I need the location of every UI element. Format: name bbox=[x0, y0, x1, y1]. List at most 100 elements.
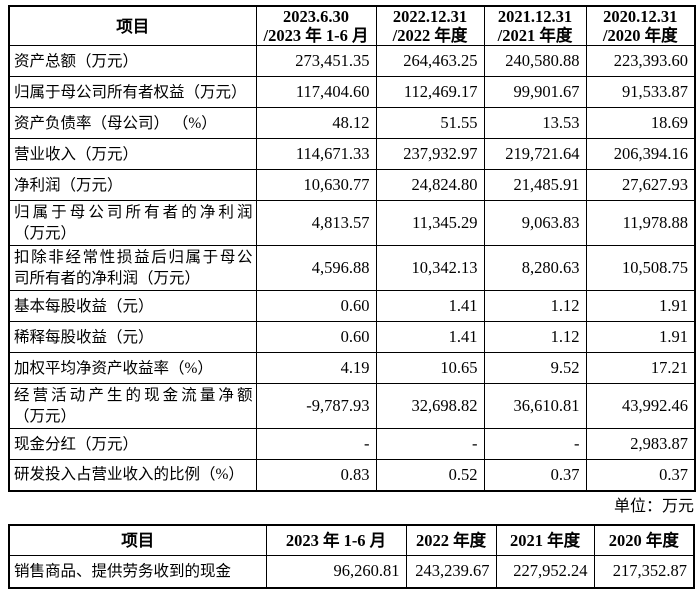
unit-label: 单位：万元 bbox=[613, 498, 694, 515]
row-label-line: 归属于母公司所有者的净利润 bbox=[14, 204, 253, 221]
table-row: 销售商品、提供劳务收到的现金 96,260.81 243,239.67 227,952… bbox=[8, 554, 695, 589]
value-cell: - bbox=[483, 428, 587, 460]
table-header-cell: 项目 bbox=[8, 5, 257, 46]
table-row: 研发投入占营业收入的比例（%） 0.83 0.52 0.37 0.37 bbox=[8, 459, 696, 491]
value-cell: 112,469.17 bbox=[375, 76, 485, 108]
table-row: 基本每股收益（元） 0.60 1.41 1.12 1.91 bbox=[8, 290, 696, 322]
table-row: 营业收入（万元） 114,671.33 237,932.97 219,721.64 20… bbox=[8, 138, 696, 170]
row-label: 归属于母公司所有者权益（万元） bbox=[8, 76, 257, 108]
value-cell: 96,260.81 bbox=[265, 554, 407, 589]
value-cell: 114,671.33 bbox=[255, 138, 377, 170]
table-row: 净利润（万元） 10,630.77 24,824.80 21,485.91 27,627… bbox=[8, 169, 696, 201]
value-cell: 1.41 bbox=[375, 321, 485, 353]
value-cell: 243,239.67 bbox=[405, 554, 497, 589]
value-cell: 206,394.16 bbox=[585, 138, 696, 170]
row-label-line: 扣除非经常性损益后归属于母公 bbox=[14, 249, 253, 266]
value-cell: 4,596.88 bbox=[255, 245, 377, 291]
value-cell: 2,983.87 bbox=[585, 428, 696, 460]
table-row: 归属于母公司所有者的净利润 （万元） 4,813.57 11,345.29 9,063.… bbox=[8, 200, 696, 246]
value-cell: 0.52 bbox=[375, 459, 485, 491]
value-cell: 4.19 bbox=[255, 352, 377, 384]
row-label: 资产总额（万元） bbox=[8, 45, 257, 77]
cashflow-table: 项目 2023 年 1-6 月 2022 年度 2021 年度 2020 年度 销售商品、… bbox=[8, 524, 695, 589]
row-label: 归属于母公司所有者的净利润 （万元） bbox=[8, 200, 257, 246]
value-cell: 237,932.97 bbox=[375, 138, 485, 170]
table-header-cell: 2021 年度 bbox=[495, 524, 595, 556]
value-cell: 27,627.93 bbox=[585, 169, 696, 201]
row-label-line: 营业收入（万元） bbox=[14, 145, 139, 163]
row-label: 稀释每股收益（元） bbox=[8, 321, 257, 353]
table-row: 稀释每股收益（元） 0.60 1.41 1.12 1.91 bbox=[8, 321, 696, 353]
table-row: 扣除非经常性损益后归属于母公 司所有者的净利润（万元） 4,596.88 10,342… bbox=[8, 245, 696, 291]
value-cell: 21,485.91 bbox=[483, 169, 587, 201]
header-line: 2022 年度 bbox=[415, 530, 487, 550]
header-line: 项目 bbox=[116, 16, 150, 36]
value-cell: 32,698.82 bbox=[375, 383, 485, 429]
header-line: 2023.6.30 bbox=[283, 7, 349, 26]
header-line: /2020 年度 bbox=[602, 26, 678, 45]
table-row: 加权平均净资产收益率（%） 4.19 10.65 9.52 17.21 bbox=[8, 352, 696, 384]
value-cell: 0.83 bbox=[255, 459, 377, 491]
row-label: 基本每股收益（元） bbox=[8, 290, 257, 322]
value-cell: 223,393.60 bbox=[585, 45, 696, 77]
value-cell: 8,280.63 bbox=[483, 245, 587, 291]
value-cell: 0.60 bbox=[255, 290, 377, 322]
header-line: 2022.12.31 bbox=[392, 7, 468, 26]
value-cell: 10.65 bbox=[375, 352, 485, 384]
value-cell: 10,342.13 bbox=[375, 245, 485, 291]
value-cell: - bbox=[375, 428, 485, 460]
header-line: 2020.12.31 bbox=[603, 7, 678, 26]
value-cell: 11,345.29 bbox=[375, 200, 485, 246]
header-line: 2020 年度 bbox=[608, 530, 679, 550]
value-cell: -9,787.93 bbox=[255, 383, 377, 429]
table-header-row: 项目 2023 年 1-6 月 2022 年度 2021 年度 2020 年度 bbox=[8, 524, 695, 556]
value-cell: 273,451.35 bbox=[255, 45, 377, 77]
value-cell: 1.41 bbox=[375, 290, 485, 322]
row-label: 加权平均净资产收益率（%） bbox=[8, 352, 257, 384]
row-label: 研发投入占营业收入的比例（%） bbox=[8, 459, 257, 491]
key-financials-table: 项目 2023.6.30/2023 年 1-6 月 2022.12.31/2022 … bbox=[8, 5, 696, 492]
table-row: 资产总额（万元） 273,451.35 264,463.25 240,580.88 22… bbox=[8, 45, 696, 77]
value-cell: 9.52 bbox=[483, 352, 587, 384]
row-label-line: 研发投入占营业收入的比例（%） bbox=[14, 466, 244, 484]
row-label: 现金分红（万元） bbox=[8, 428, 257, 460]
table-row: 经营活动产生的现金流量净额 （万元） -9,787.93 32,698.82 36,61… bbox=[8, 383, 696, 429]
row-label: 销售商品、提供劳务收到的现金 bbox=[8, 554, 267, 589]
row-label-line: （万元） bbox=[14, 408, 77, 425]
value-cell: 0.60 bbox=[255, 321, 377, 353]
row-label-line: 基本每股收益（元） bbox=[14, 297, 154, 315]
row-label-line: 归属于母公司所有者权益（万元） bbox=[14, 83, 247, 101]
header-line: 2021 年度 bbox=[509, 530, 581, 550]
header-line: 2021.12.31 bbox=[497, 7, 573, 26]
value-cell: 13.53 bbox=[483, 107, 587, 139]
value-cell: 0.37 bbox=[483, 459, 587, 491]
value-cell: 227,952.24 bbox=[495, 554, 595, 589]
value-cell: 51.55 bbox=[375, 107, 485, 139]
table-header-cell: 2022 年度 bbox=[405, 524, 497, 556]
row-label-line: 资产负债率（母公司） （%） bbox=[14, 114, 217, 132]
table-header-cell: 2023.6.30/2023 年 1-6 月 bbox=[255, 5, 377, 46]
value-cell: 1.91 bbox=[585, 321, 696, 353]
value-cell: 36,610.81 bbox=[483, 383, 587, 429]
value-cell: 91,533.87 bbox=[585, 76, 696, 108]
value-cell: 10,630.77 bbox=[255, 169, 377, 201]
value-cell: 1.12 bbox=[483, 290, 587, 322]
row-label-line: 净利润（万元） bbox=[14, 176, 123, 194]
value-cell: 9,063.83 bbox=[483, 200, 587, 246]
table-header-cell: 2021.12.31/2021 年度 bbox=[483, 5, 587, 46]
row-label: 扣除非经常性损益后归属于母公 司所有者的净利润（万元） bbox=[8, 245, 257, 291]
value-cell: 0.37 bbox=[585, 459, 696, 491]
row-label-line: 司所有者的净利润（万元） bbox=[14, 270, 201, 287]
value-cell: 24,824.80 bbox=[375, 169, 485, 201]
value-cell: 1.12 bbox=[483, 321, 587, 353]
value-cell: 48.12 bbox=[255, 107, 377, 139]
row-label-line: 加权平均净资产收益率（%） bbox=[14, 359, 213, 377]
table-header-row: 项目 2023.6.30/2023 年 1-6 月 2022.12.31/2022 … bbox=[8, 5, 696, 46]
row-label-line: 销售商品、提供劳务收到的现金 bbox=[14, 562, 232, 580]
header-line: /2023 年 1-6 月 bbox=[263, 26, 369, 45]
value-cell: 4,813.57 bbox=[255, 200, 377, 246]
row-label-line: （万元） bbox=[14, 225, 77, 242]
header-line: 2023 年 1-6 月 bbox=[285, 530, 387, 550]
table-row: 归属于母公司所有者权益（万元） 117,404.60 112,469.17 99,90… bbox=[8, 76, 696, 108]
